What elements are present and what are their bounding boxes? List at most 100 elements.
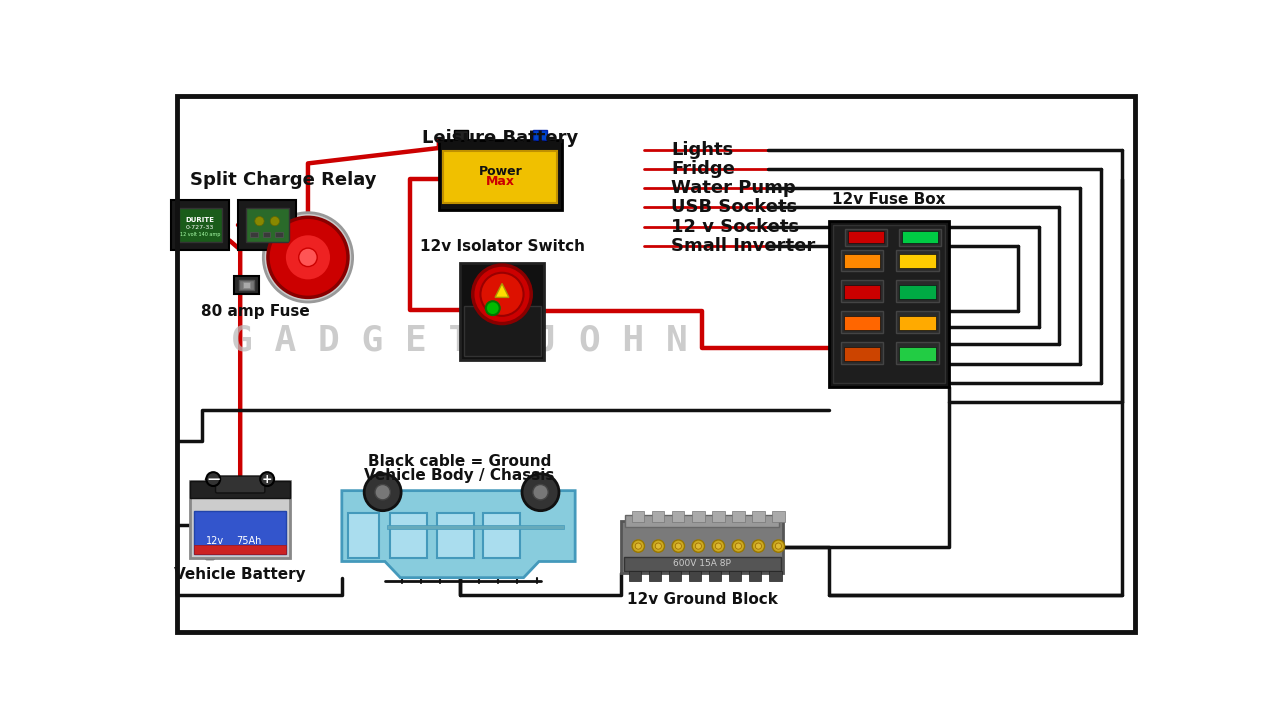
Bar — [532, 130, 547, 140]
Bar — [753, 511, 764, 522]
Bar — [275, 232, 283, 237]
Circle shape — [672, 540, 685, 552]
Text: Vehicle Battery: Vehicle Battery — [174, 567, 306, 582]
Circle shape — [676, 543, 681, 549]
Text: Black cable = Ground: Black cable = Ground — [367, 454, 552, 469]
Bar — [439, 140, 562, 210]
Polygon shape — [495, 284, 509, 297]
Text: 12v Isolator Switch: 12v Isolator Switch — [420, 239, 585, 254]
Circle shape — [712, 540, 724, 552]
Circle shape — [480, 273, 524, 316]
Bar — [443, 151, 558, 204]
Circle shape — [365, 474, 401, 510]
FancyBboxPatch shape — [215, 476, 265, 493]
Bar — [844, 316, 881, 330]
Bar — [172, 200, 229, 250]
Bar — [899, 229, 941, 246]
Circle shape — [716, 543, 722, 549]
Text: USB Sockets: USB Sockets — [672, 198, 797, 216]
Bar — [900, 346, 936, 361]
Text: +: + — [262, 472, 273, 485]
Bar — [749, 571, 762, 581]
Circle shape — [260, 472, 274, 486]
Bar — [390, 513, 428, 557]
Bar — [772, 511, 785, 522]
Bar — [463, 306, 540, 356]
Bar — [669, 571, 681, 581]
Bar — [628, 571, 641, 581]
Text: 12 volt 140 amp: 12 volt 140 amp — [180, 232, 220, 237]
Circle shape — [285, 234, 332, 280]
Bar — [769, 571, 782, 581]
Bar — [896, 342, 938, 364]
Bar — [844, 346, 881, 361]
Bar — [436, 513, 474, 557]
Circle shape — [655, 543, 662, 549]
Circle shape — [268, 217, 348, 297]
Circle shape — [298, 248, 317, 266]
Bar — [896, 311, 938, 333]
Bar — [238, 279, 253, 290]
Text: Water Pump: Water Pump — [672, 179, 796, 197]
Text: 600V 15A 8P: 600V 15A 8P — [673, 559, 731, 568]
Bar — [730, 571, 741, 581]
Bar — [623, 557, 781, 571]
Bar — [896, 280, 938, 302]
Bar — [348, 513, 379, 557]
Bar — [689, 571, 701, 581]
Bar — [900, 285, 936, 299]
Circle shape — [522, 474, 559, 510]
Text: 80 amp Fuse: 80 amp Fuse — [201, 304, 310, 318]
Text: —: — — [207, 472, 219, 485]
Bar — [844, 254, 881, 268]
Circle shape — [772, 540, 785, 552]
Circle shape — [652, 540, 664, 552]
Text: G A D G E T   J O H N: G A D G E T J O H N — [232, 323, 689, 358]
Circle shape — [732, 540, 745, 552]
Bar — [841, 280, 883, 302]
Polygon shape — [342, 490, 575, 577]
Bar — [845, 229, 887, 246]
Bar — [712, 511, 724, 522]
Bar — [179, 208, 221, 242]
Bar — [901, 231, 938, 243]
Bar — [649, 571, 662, 581]
Bar — [900, 316, 936, 330]
Bar — [191, 481, 291, 557]
Bar — [841, 250, 883, 271]
Bar — [896, 250, 938, 271]
Circle shape — [472, 265, 531, 323]
Text: Fridge: Fridge — [672, 160, 735, 178]
Bar — [829, 221, 948, 387]
Bar — [246, 208, 289, 242]
Text: 12v: 12v — [206, 536, 224, 546]
Text: 12v Ground Block: 12v Ground Block — [627, 593, 778, 607]
Text: Small Inverter: Small Inverter — [672, 237, 815, 255]
Circle shape — [206, 472, 220, 486]
Bar — [250, 232, 257, 237]
Bar — [483, 513, 520, 557]
Circle shape — [375, 485, 390, 500]
Text: Leisure Battery: Leisure Battery — [422, 129, 579, 147]
Text: Split Charge Relay: Split Charge Relay — [191, 171, 376, 189]
Text: Power: Power — [479, 165, 522, 178]
Bar — [652, 511, 664, 522]
Bar — [844, 285, 881, 299]
Bar — [692, 511, 704, 522]
Circle shape — [486, 301, 499, 315]
Circle shape — [695, 543, 701, 549]
Text: Vehicle Body / Chassis: Vehicle Body / Chassis — [365, 467, 554, 482]
Bar — [672, 511, 685, 522]
Bar — [191, 481, 291, 498]
Text: 0-727-33: 0-727-33 — [186, 225, 214, 230]
Bar — [709, 571, 722, 581]
Text: 75Ah: 75Ah — [237, 536, 261, 546]
Bar — [234, 276, 259, 294]
Bar — [841, 311, 883, 333]
Circle shape — [755, 543, 762, 549]
Bar — [621, 521, 783, 573]
Text: Max: Max — [486, 175, 515, 188]
Circle shape — [692, 540, 704, 552]
Text: DURITE: DURITE — [186, 217, 215, 223]
Bar — [632, 511, 644, 522]
